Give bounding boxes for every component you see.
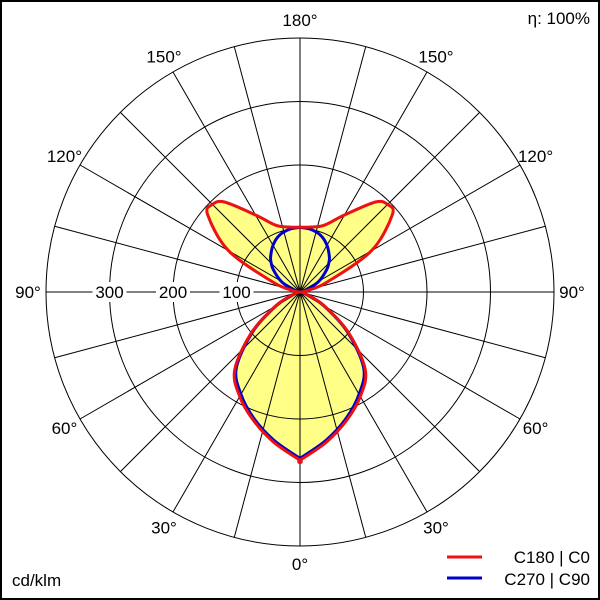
angle-label: 60° <box>52 419 78 438</box>
efficiency-label: η: 100% <box>528 9 590 28</box>
grid-spoke <box>299 291 480 472</box>
grid-spoke <box>54 291 301 359</box>
angle-label: 150° <box>418 47 453 66</box>
grid-spoke <box>299 225 546 293</box>
angle-label: 180° <box>282 11 317 30</box>
tick-label-bg <box>219 282 254 302</box>
grid-spoke <box>299 46 367 293</box>
grid-spoke <box>233 291 301 538</box>
grid-spoke <box>299 291 428 513</box>
radial-tick-label: 200 <box>159 283 187 302</box>
angle-label: 120° <box>47 147 82 166</box>
angle-label: 90° <box>559 283 585 302</box>
angle-label: 30° <box>423 519 449 538</box>
angle-label: 0° <box>292 555 308 574</box>
grid-spoke <box>299 164 521 293</box>
tick-label-bg <box>92 282 127 302</box>
legend-label-c180-c0: C180 | C0 <box>514 548 590 567</box>
unit-label: cd/klm <box>12 571 61 590</box>
grid-spoke <box>79 291 301 420</box>
grid-spoke <box>299 291 521 420</box>
grid-spoke <box>79 164 301 293</box>
grid-spoke <box>299 291 546 359</box>
series-curve-0 <box>205 199 395 465</box>
grid-spoke <box>120 291 301 472</box>
grid-spoke <box>299 71 428 293</box>
grid-spoke <box>299 291 367 538</box>
legend: C180 | C0 C270 | C90 <box>447 548 590 589</box>
radial-tick-label: 300 <box>95 283 123 302</box>
angle-label: 90° <box>15 283 41 302</box>
angle-label: 60° <box>523 419 549 438</box>
radial-tick-label: 100 <box>222 283 250 302</box>
angle-label: 150° <box>146 47 181 66</box>
grid-spoke <box>233 46 301 293</box>
legend-label-c270-c90: C270 | C90 <box>504 570 590 589</box>
angle-label: 120° <box>518 147 553 166</box>
grid-spoke <box>172 291 301 513</box>
angle-label: 30° <box>151 519 177 538</box>
grid-spoke <box>54 225 301 293</box>
grid-spoke <box>172 71 301 293</box>
tick-label-bg <box>156 282 190 302</box>
